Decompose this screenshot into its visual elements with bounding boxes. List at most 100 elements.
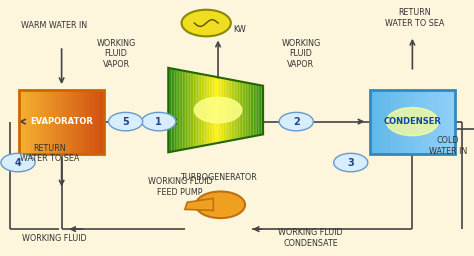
- Polygon shape: [211, 76, 212, 144]
- Polygon shape: [179, 70, 181, 150]
- Bar: [408, 90, 410, 154]
- Text: TURBOGENERATOR: TURBOGENERATOR: [180, 173, 256, 183]
- Bar: [96, 90, 97, 154]
- Bar: [401, 90, 402, 154]
- Bar: [42, 90, 43, 154]
- Bar: [449, 90, 451, 154]
- Bar: [23, 90, 25, 154]
- Polygon shape: [243, 82, 244, 138]
- Bar: [451, 90, 452, 154]
- Polygon shape: [198, 73, 200, 147]
- Polygon shape: [216, 77, 217, 143]
- Polygon shape: [244, 82, 246, 138]
- Circle shape: [142, 112, 176, 131]
- Circle shape: [334, 153, 368, 172]
- Bar: [59, 90, 60, 154]
- Polygon shape: [224, 78, 225, 142]
- Bar: [370, 90, 371, 154]
- Bar: [83, 90, 84, 154]
- Bar: [73, 90, 74, 154]
- Polygon shape: [197, 73, 198, 147]
- Polygon shape: [220, 78, 222, 142]
- Bar: [27, 90, 29, 154]
- Bar: [45, 90, 46, 154]
- Text: CONDENSER: CONDENSER: [383, 117, 441, 126]
- Bar: [63, 90, 64, 154]
- Bar: [19, 90, 20, 154]
- Polygon shape: [191, 72, 192, 148]
- Bar: [66, 90, 67, 154]
- Bar: [99, 90, 100, 154]
- Bar: [441, 90, 442, 154]
- Bar: [385, 90, 387, 154]
- Bar: [417, 90, 418, 154]
- Bar: [380, 90, 381, 154]
- Bar: [74, 90, 76, 154]
- Bar: [414, 90, 415, 154]
- Text: KW: KW: [233, 25, 246, 34]
- Bar: [421, 90, 422, 154]
- Polygon shape: [189, 72, 191, 148]
- Bar: [87, 90, 89, 154]
- Bar: [67, 90, 69, 154]
- Circle shape: [1, 153, 35, 172]
- Text: RETURN
WATER TO SEA: RETURN WATER TO SEA: [20, 144, 80, 163]
- Bar: [56, 90, 57, 154]
- Bar: [101, 90, 103, 154]
- Polygon shape: [170, 68, 172, 152]
- Bar: [391, 90, 392, 154]
- Bar: [415, 90, 417, 154]
- Bar: [69, 90, 70, 154]
- Bar: [60, 90, 62, 154]
- Polygon shape: [178, 70, 179, 151]
- Bar: [84, 90, 86, 154]
- Polygon shape: [262, 86, 263, 135]
- Bar: [418, 90, 419, 154]
- Bar: [29, 90, 30, 154]
- Bar: [103, 90, 104, 154]
- Bar: [400, 90, 401, 154]
- Bar: [371, 90, 373, 154]
- Bar: [392, 90, 394, 154]
- Polygon shape: [217, 77, 219, 143]
- Polygon shape: [231, 80, 233, 140]
- Bar: [93, 90, 94, 154]
- Text: COLD
WATER IN: COLD WATER IN: [429, 136, 467, 156]
- Bar: [447, 90, 448, 154]
- Polygon shape: [246, 82, 247, 138]
- Circle shape: [194, 97, 242, 123]
- Polygon shape: [210, 76, 211, 145]
- Text: WARM WATER IN: WARM WATER IN: [21, 21, 88, 30]
- Bar: [405, 90, 407, 154]
- Bar: [94, 90, 96, 154]
- Bar: [454, 90, 455, 154]
- Bar: [43, 90, 45, 154]
- Circle shape: [182, 10, 231, 36]
- Text: 2: 2: [293, 116, 300, 127]
- Bar: [82, 90, 83, 154]
- Polygon shape: [249, 83, 250, 137]
- Polygon shape: [258, 85, 260, 135]
- Bar: [33, 90, 35, 154]
- Polygon shape: [174, 69, 176, 151]
- Polygon shape: [206, 75, 208, 145]
- Bar: [80, 90, 82, 154]
- Text: 3: 3: [347, 157, 354, 168]
- Bar: [53, 90, 55, 154]
- Bar: [35, 90, 36, 154]
- Text: 4: 4: [15, 157, 21, 168]
- Bar: [76, 90, 77, 154]
- Polygon shape: [225, 79, 227, 142]
- Polygon shape: [176, 69, 178, 151]
- Polygon shape: [260, 85, 262, 135]
- Polygon shape: [257, 84, 258, 136]
- Bar: [438, 90, 439, 154]
- Polygon shape: [172, 68, 173, 152]
- Polygon shape: [233, 80, 235, 140]
- Bar: [439, 90, 441, 154]
- Bar: [37, 90, 39, 154]
- Bar: [387, 90, 388, 154]
- Polygon shape: [236, 81, 238, 140]
- Bar: [77, 90, 79, 154]
- Bar: [91, 90, 93, 154]
